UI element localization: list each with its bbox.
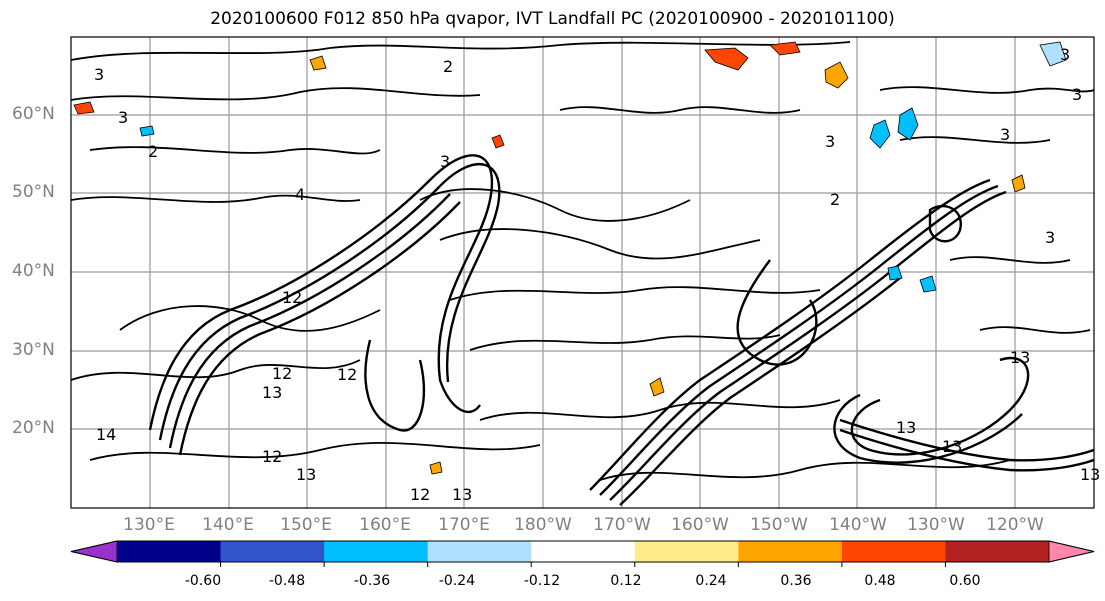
contour-value-label: 12 [337,365,357,384]
colorbar-segment [634,541,739,562]
contour-value-label: 13 [1080,465,1100,484]
contour-value-label: 2 [830,190,840,209]
lat-label: 60°N [12,104,55,124]
contour-value-label: 3 [1000,125,1010,144]
contour-value-label: 3 [440,152,450,171]
colorbar-segment [945,541,1050,562]
contour-value-label: 12 [262,447,282,466]
contour-value-label: 3 [1045,228,1055,247]
colorbar-segment [427,541,532,562]
contour-value-label: 4 [295,185,305,204]
contour-value-label: 3 [1072,85,1082,104]
colorbar-segment [324,541,429,562]
contour-value-label: 3 [1060,45,1070,64]
lon-label: 130°W [907,515,965,535]
contour-value-label: 12 [410,485,430,504]
colorbar-tick-label: 0.24 [695,573,727,589]
lon-label: 150°E [280,515,332,535]
colorbar-tick-label: -0.36 [353,573,391,589]
lat-label: 40°N [12,261,55,281]
lon-label: 180°W [514,515,572,535]
lat-label: 30°N [12,340,55,360]
colorbar-segment [531,541,636,562]
lon-label: 160°W [671,515,729,535]
lon-label: 130°E [123,515,175,535]
colorbar-segment [220,541,325,562]
colorbar-tick-label: 0.60 [949,573,981,589]
colorbar [70,540,1095,567]
contour-value-label: 14 [96,425,116,444]
contour-value-label: 12 [272,364,292,383]
colorbar-tick-label: -0.24 [438,573,476,589]
lat-label: 50°N [12,182,55,202]
lon-label: 140°W [829,515,887,535]
contour-value-label: 12 [282,288,302,307]
graticule [71,37,1094,508]
contour-value-label: 3 [118,108,128,127]
lon-label: 160°E [359,515,411,535]
colorbar-tick-label: 0.12 [610,573,642,589]
lon-label: 170°E [438,515,490,535]
colorbar-tick-label: -0.48 [268,573,306,589]
moisture-contours [71,41,1094,481]
contour-value-label: 13 [896,418,916,437]
lat-label: 20°N [12,418,55,438]
map-title: 2020100600 F012 850 hPa qvapor, IVT Land… [210,9,895,29]
contour-value-label: 2 [443,57,453,76]
colorbar-outline [70,540,1095,563]
colorbar-segment [117,541,222,562]
colorbar-tick-label: -0.60 [184,573,222,589]
colorbar-tick-label: 0.48 [864,573,896,589]
lon-label: 140°E [202,515,254,535]
colorbar-extend-min [70,540,118,563]
colorbar-segment [738,541,843,562]
contour-value-label: 2 [148,142,158,161]
lon-label: 150°W [750,515,808,535]
lon-label: 170°W [593,515,651,535]
colorbar-segment [841,541,946,562]
contour-value-label: 13 [452,485,472,504]
colorbar-tick-label: 0.36 [780,573,812,589]
contour-value-label: 13 [296,465,316,484]
contour-value-label: 3 [94,65,104,84]
colorbar-tick-label: -0.12 [523,573,561,589]
contour-value-label: 13 [942,437,962,456]
lon-label: 120°W [986,515,1044,535]
map-frame [70,36,1095,509]
contour-value-label: 13 [1010,348,1030,367]
contour-value-label: 3 [825,132,835,151]
atmospheric-river-contours [148,154,1094,506]
contour-value-label: 13 [262,383,282,402]
colorbar-extend-max [1048,540,1095,563]
anomaly-fill-patches [73,41,1067,475]
